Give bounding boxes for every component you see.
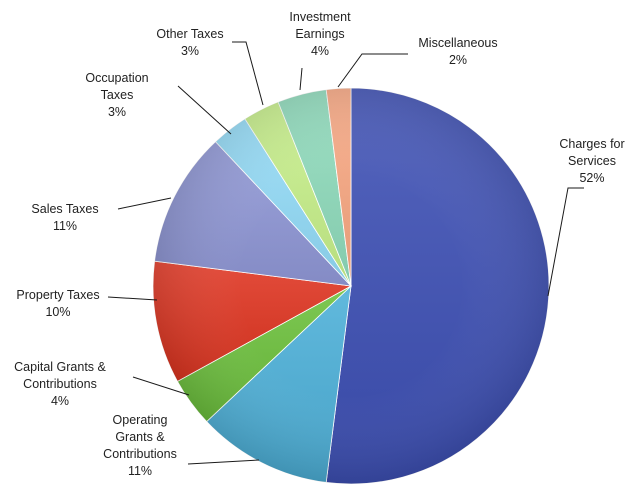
leader-line-operating-grants-and-contributions — [187, 459, 260, 465]
leader-line-sales-taxes — [117, 197, 172, 210]
slice-percent-other-taxes: 3% — [181, 44, 199, 58]
slice-label-line-occupation-taxes: Occupation — [85, 71, 148, 85]
slice-percent-capital-grants-and-contributions: 4% — [51, 394, 69, 408]
leader-line-property-taxes — [107, 296, 158, 301]
slice-label-line-investment-earnings: Earnings — [295, 27, 344, 41]
leader-line-capital-grants-and-contributions — [132, 376, 190, 396]
slice-label-miscellaneous: Miscellaneous 2% — [418, 36, 497, 67]
slice-label-line-charges-for-services: Charges for — [559, 137, 624, 151]
slice-label-occupation-taxes: Occupation Taxes 3% — [85, 71, 148, 119]
slice-label-line-charges-for-services: Services — [568, 154, 616, 168]
slice-percent-property-taxes: 10% — [45, 305, 70, 319]
slice-percent-sales-taxes: 11% — [53, 219, 77, 233]
slice-label-line-capital-grants-and-contributions: Contributions — [23, 377, 97, 391]
slice-percent-operating-grants-and-contributions: 11% — [128, 464, 152, 478]
slice-label-line-property-taxes: Property Taxes — [16, 288, 99, 302]
slice-label-line-capital-grants-and-contributions: Capital Grants & — [14, 360, 106, 374]
slice-labels: Charges for Services 52% Operating Grants & C… — [14, 10, 625, 478]
slice-label-line-operating-grants-and-contributions: Operating — [113, 413, 168, 427]
slice-label-line-miscellaneous: Miscellaneous — [418, 36, 497, 50]
slice-label-operating-grants-and-contributions: Operating Grants & Contributions 11% — [103, 413, 177, 478]
leader-line-charges-for-services — [547, 187, 584, 297]
slice-percent-occupation-taxes: 3% — [108, 105, 126, 119]
slice-label-line-operating-grants-and-contributions: Grants & — [115, 430, 165, 444]
slice-percent-miscellaneous: 2% — [449, 53, 467, 67]
label-leader-lines — [107, 41, 584, 465]
leader-line-occupation-taxes — [177, 85, 232, 135]
slice-percent-charges-for-services: 52% — [579, 171, 604, 185]
pie-slice-charges-for-services — [325, 87, 550, 485]
slice-label-capital-grants-and-contributions: Capital Grants & Contributions 4% — [14, 360, 106, 408]
slice-label-other-taxes: Other Taxes 3% — [156, 27, 223, 58]
slice-percent-investment-earnings: 4% — [311, 44, 329, 58]
slice-label-sales-taxes: Sales Taxes 11% — [31, 202, 98, 233]
pie-slices — [152, 87, 550, 485]
slice-label-charges-for-services: Charges for Services 52% — [559, 137, 624, 185]
slice-label-property-taxes: Property Taxes 10% — [16, 288, 99, 319]
slice-label-line-investment-earnings: Investment — [289, 10, 351, 24]
slice-label-investment-earnings: Investment Earnings 4% — [289, 10, 351, 58]
slice-label-line-operating-grants-and-contributions: Contributions — [103, 447, 177, 461]
leader-line-other-taxes — [232, 41, 264, 106]
slice-label-line-sales-taxes: Sales Taxes — [31, 202, 98, 216]
leader-line-miscellaneous — [337, 53, 408, 88]
slice-label-line-other-taxes: Other Taxes — [156, 27, 223, 41]
leader-line-investment-earnings — [299, 67, 303, 91]
slice-label-line-occupation-taxes: Taxes — [101, 88, 134, 102]
